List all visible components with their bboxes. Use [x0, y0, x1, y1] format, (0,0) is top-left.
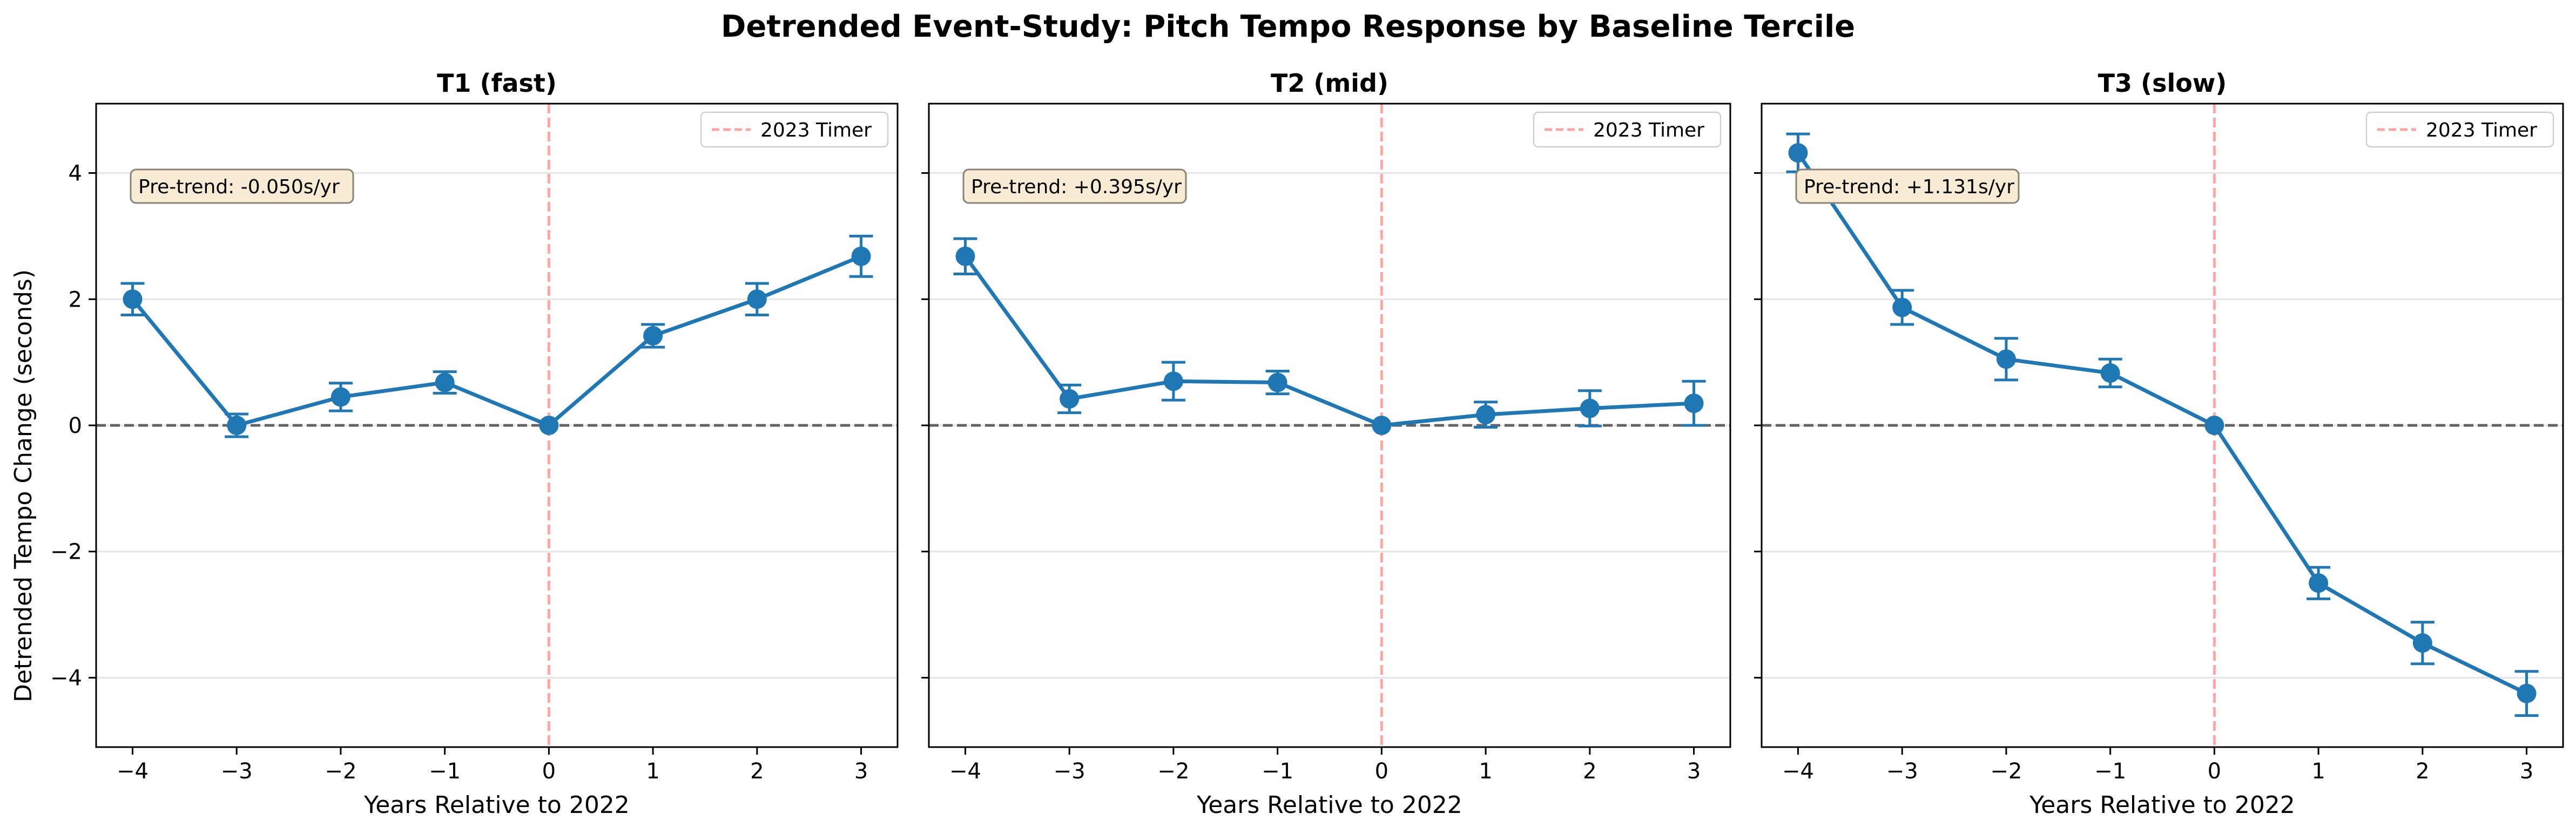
x-tick-label: 2 — [750, 759, 764, 784]
y-tick-label: −4 — [50, 666, 82, 690]
pretrend-annotation: Pre-trend: +1.131s/yr — [1795, 168, 2020, 204]
legend-box — [1533, 111, 1722, 148]
x-tick-label: −1 — [429, 759, 461, 784]
series-line — [963, 255, 1694, 428]
data-point — [1267, 372, 1287, 392]
annotation-box — [130, 168, 354, 204]
panel-title: T3 (slow) — [2098, 69, 2227, 98]
legend: 2023 Timer — [2365, 111, 2554, 148]
annotation-text: Pre-trend: -0.050s/yr — [138, 176, 340, 198]
data-point — [643, 326, 663, 346]
legend-label: 2023 Timer — [1593, 119, 1704, 141]
data-point — [1788, 143, 1808, 163]
legend-box — [2365, 111, 2554, 148]
data-point — [435, 372, 455, 392]
data-point — [1892, 297, 1912, 317]
x-tick-label: 2 — [2416, 759, 2429, 784]
x-tick-label: −1 — [1262, 759, 1293, 784]
x-tick-label: 0 — [2208, 759, 2221, 784]
y-tick-label: 2 — [69, 287, 82, 312]
annotation-text: Pre-trend: +1.131s/yr — [1804, 176, 2014, 198]
data-point — [955, 246, 975, 266]
x-tick-label: 2 — [1583, 759, 1596, 784]
x-tick-label: −3 — [1886, 759, 1918, 784]
x-tick-label: −3 — [221, 759, 253, 784]
annotation-box — [1795, 168, 2020, 204]
x-tick-label: 0 — [1375, 759, 1388, 784]
data-point — [1580, 398, 1600, 418]
legend-box — [700, 111, 889, 148]
x-tick-label: −1 — [2094, 759, 2126, 784]
y-tick-label: 4 — [69, 161, 82, 186]
data-point — [1684, 394, 1704, 413]
x-tick-label: −4 — [117, 759, 149, 784]
x-axis-label: Years Relative to 2022 — [363, 791, 630, 819]
y-tick-label: 0 — [69, 413, 82, 438]
data-point — [851, 246, 871, 266]
y-tick-label: −2 — [50, 540, 82, 565]
x-tick-label: 1 — [646, 759, 659, 784]
data-point — [2100, 363, 2120, 383]
x-tick-label: −3 — [1054, 759, 1085, 784]
panel-title: T2 (mid) — [1271, 69, 1388, 98]
panel-3: −4 −3 −2 −1 0 1 2 3 T3 (slow) Years Relative to 2… — [1754, 69, 2564, 819]
data-point — [2517, 683, 2537, 703]
legend: 2023 Timer — [700, 111, 889, 148]
panels: −4 −3 −2 −1 0 1 2 3 −4 −2 0 2 4 T1 (fast) Years Relati… — [50, 69, 2564, 819]
x-tick-label: −2 — [1990, 759, 2022, 784]
x-tick-label: −2 — [1157, 759, 1189, 784]
legend-label: 2023 Timer — [760, 119, 872, 141]
data-point — [2309, 573, 2329, 593]
data-point — [2412, 633, 2432, 653]
data-point — [1163, 371, 1183, 391]
data-point — [2204, 416, 2224, 435]
x-tick-label: 3 — [2520, 759, 2533, 784]
data-point — [539, 416, 559, 435]
panel-title: T1 (fast) — [437, 69, 557, 98]
data-point — [331, 387, 350, 407]
x-tick-label: −4 — [1782, 759, 1814, 784]
data-point — [747, 289, 767, 309]
annotation-text: Pre-trend: +0.395s/yr — [971, 176, 1182, 198]
x-tick-label: 3 — [854, 759, 868, 784]
figure-title: Detrended Event-Study: Pitch Tempo Respo… — [721, 9, 1855, 44]
data-point — [1060, 389, 1080, 409]
series-line — [1796, 152, 2528, 695]
x-axis-label: Years Relative to 2022 — [2029, 791, 2295, 819]
legend: 2023 Timer — [1533, 111, 1722, 148]
x-tick-label: 3 — [1687, 759, 1701, 784]
x-tick-label: 0 — [542, 759, 556, 784]
x-axis-label: Years Relative to 2022 — [1196, 791, 1462, 819]
x-tick-label: −2 — [325, 759, 356, 784]
data-point — [227, 416, 247, 435]
legend-label: 2023 Timer — [2426, 119, 2537, 141]
pretrend-annotation: Pre-trend: +0.395s/yr — [962, 168, 1187, 204]
annotation-box — [962, 168, 1187, 204]
pretrend-annotation: Pre-trend: -0.050s/yr — [130, 168, 354, 204]
data-point — [123, 289, 143, 309]
data-point — [1372, 416, 1392, 435]
x-tick-label: −4 — [949, 759, 981, 784]
y-axis-label: Detrended Tempo Change (seconds) — [10, 269, 37, 702]
x-tick-label: 1 — [2311, 759, 2325, 784]
x-tick-label: 1 — [1479, 759, 1492, 784]
data-point — [1996, 349, 2016, 369]
data-point — [1476, 405, 1496, 425]
series-line — [131, 254, 862, 428]
panel-1: −4 −3 −2 −1 0 1 2 3 −4 −2 0 2 4 T1 (fast) Years Relati… — [50, 69, 899, 819]
panel-2: −4 −3 −2 −1 0 1 2 3 T2 (mid) Years Relative to 20… — [921, 69, 1731, 819]
